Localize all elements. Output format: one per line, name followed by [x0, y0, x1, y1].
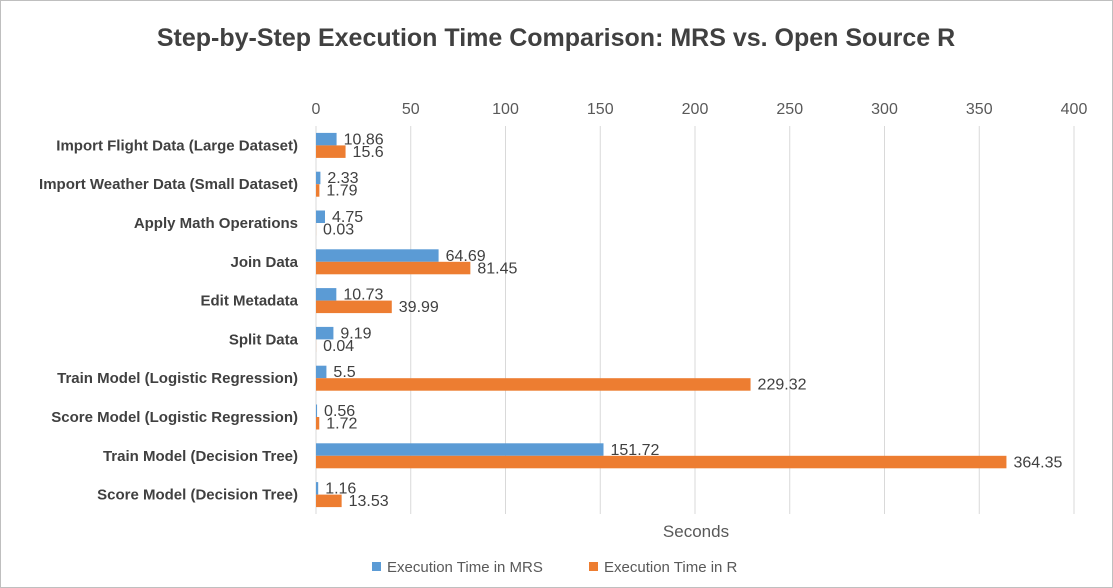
data-label: 151.72	[611, 442, 660, 459]
x-tick-label: 250	[776, 101, 803, 118]
bar-series-2	[316, 494, 342, 508]
data-label: 0.04	[323, 338, 354, 355]
legend-swatch	[372, 562, 381, 571]
bar-series-1	[316, 443, 604, 456]
x-axis-tick-labels: 0 50 100 150 200 250 300 350 400	[312, 101, 1088, 118]
bar-series-1	[316, 482, 319, 495]
x-tick-label: 150	[587, 101, 614, 118]
data-label: 0.03	[323, 222, 354, 239]
category-label: Split Data	[229, 331, 299, 348]
legend-swatch	[589, 562, 598, 571]
gridlines	[315, 126, 1075, 514]
bar-series-1	[316, 404, 318, 417]
data-label: 81.45	[477, 260, 517, 277]
x-tick-label: 0	[312, 101, 321, 118]
bar-series-1	[316, 365, 327, 379]
bar-series-1	[316, 326, 334, 340]
legend-label: Execution Time in R	[604, 559, 738, 576]
data-label: 5.5	[333, 364, 355, 381]
x-tick-label: 50	[402, 101, 420, 118]
data-label: 1.79	[326, 183, 357, 200]
legend-label: Execution Time in MRS	[387, 559, 543, 576]
bars	[316, 132, 1007, 508]
bar-series-1	[316, 288, 337, 301]
data-label: 0.56	[324, 403, 355, 420]
bar-series-2	[316, 261, 471, 275]
chart-title: Step-by-Step Execution Time Comparison: …	[157, 24, 955, 52]
bar-series-1	[316, 249, 439, 262]
bar-series-2	[316, 300, 392, 314]
category-label: Import Flight Data (Large Dataset)	[56, 137, 298, 154]
category-label: Apply Math Operations	[134, 215, 298, 232]
legend: Execution Time in MRS Execution Time in R	[372, 559, 738, 576]
data-label: 15.6	[353, 144, 384, 161]
bar-series-1	[316, 171, 321, 185]
bar-series-2	[316, 417, 320, 430]
data-label: 364.35	[1013, 454, 1062, 471]
bar-series-1	[316, 210, 326, 223]
data-label: 39.99	[399, 299, 439, 316]
data-label: 64.69	[446, 248, 486, 265]
data-label: 10.73	[343, 287, 383, 304]
category-labels: Import Flight Data (Large Dataset) Import…	[39, 137, 299, 503]
data-label: 229.32	[758, 377, 807, 394]
data-label: 9.19	[340, 325, 371, 342]
category-label: Score Model (Logistic Regression)	[51, 409, 298, 426]
data-label: 4.75	[332, 209, 363, 226]
data-label: 10.86	[344, 131, 384, 148]
category-label: Train Model (Decision Tree)	[103, 448, 298, 465]
bar-series-2	[316, 455, 1007, 469]
data-label: 1.72	[326, 416, 357, 433]
data-label: 1.16	[325, 481, 356, 498]
x-axis-label: Seconds	[663, 522, 729, 541]
category-label: Train Model (Logistic Regression)	[57, 370, 298, 387]
x-tick-label: 200	[682, 101, 709, 118]
bar-series-1	[316, 132, 337, 146]
data-label: 13.53	[349, 493, 389, 510]
category-label: Score Model (Decision Tree)	[97, 487, 298, 504]
category-label: Import Weather Data (Small Dataset)	[39, 176, 298, 193]
category-label: Edit Metadata	[200, 293, 298, 310]
data-label: 2.33	[327, 170, 358, 187]
x-tick-label: 100	[492, 101, 519, 118]
category-label: Join Data	[230, 254, 298, 271]
x-tick-label: 300	[871, 101, 898, 118]
bar-series-2	[316, 378, 751, 391]
bar-series-2	[316, 145, 346, 158]
x-tick-label: 400	[1061, 101, 1088, 118]
bar-series-2	[316, 184, 320, 197]
x-tick-label: 350	[966, 101, 993, 118]
